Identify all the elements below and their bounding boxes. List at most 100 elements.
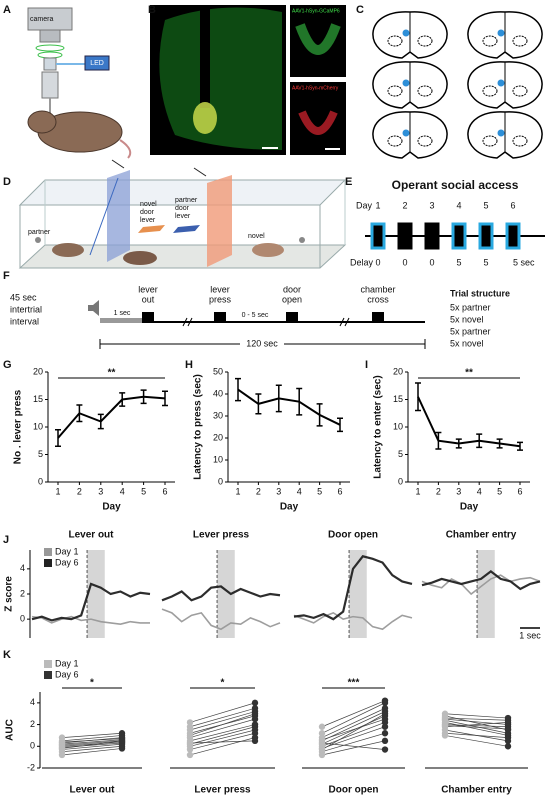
data-line	[237, 388, 341, 426]
x-tick-label: 1	[415, 486, 420, 496]
error-bar	[119, 392, 126, 407]
pair-line	[61, 742, 123, 748]
day-number: 6	[510, 200, 515, 210]
y-axis-label: AUC	[5, 719, 16, 741]
pair-line	[321, 732, 386, 753]
pair-line	[61, 738, 123, 743]
region	[417, 85, 433, 97]
structure-item: 5x novel	[450, 338, 484, 348]
pair-line	[61, 735, 123, 742]
legend-label: Day 1	[55, 658, 79, 668]
pair-line	[444, 725, 509, 730]
error-bar	[275, 384, 282, 413]
subject-dot	[118, 737, 126, 745]
x-axis-label: Day	[280, 502, 299, 513]
x-tick-label: 2	[256, 486, 261, 496]
event-label: lever	[138, 284, 158, 294]
histology-images	[150, 5, 346, 155]
pair-line	[189, 711, 256, 731]
significance-label: *	[221, 678, 225, 689]
subject-dot	[381, 710, 389, 717]
y-tick-label: 40	[213, 388, 223, 398]
cue-label: 1 sec	[114, 310, 131, 317]
subject-dot	[441, 714, 449, 722]
delay-value: 0	[429, 257, 434, 267]
x-tick-label: 5	[317, 486, 322, 496]
error-bar	[435, 431, 442, 450]
significance-label: ***	[348, 678, 360, 689]
error-bar	[455, 438, 462, 449]
event-marker	[214, 312, 226, 323]
event-label: cross	[367, 294, 389, 304]
subject-dot	[186, 739, 194, 747]
error-bar	[517, 441, 523, 451]
pair-line	[189, 732, 256, 750]
legend-label: Day 1	[55, 546, 79, 556]
x-tick-label: 5	[497, 486, 502, 496]
x-tick-label: 6	[162, 486, 167, 496]
y-axis-label: No . lever press	[13, 389, 24, 464]
event-label: open	[282, 294, 302, 304]
novel-label: novel	[248, 233, 265, 240]
event-label: lever	[210, 284, 230, 294]
event-label: out	[142, 294, 155, 304]
error-bar	[476, 433, 483, 449]
region	[417, 135, 433, 147]
led-label: LED	[90, 60, 104, 67]
y-tick-label: 0	[20, 614, 25, 624]
region	[512, 85, 528, 97]
delay-value: 0	[375, 257, 380, 267]
subject-dot	[318, 751, 326, 759]
event-marker	[286, 312, 298, 323]
subject-dot	[504, 717, 512, 724]
panel-title: Lever press	[194, 785, 251, 796]
green-construct-label: AAV1-hSyn-GCaMP6	[292, 8, 340, 14]
delay-value: 5	[456, 257, 461, 267]
session-box	[478, 222, 494, 250]
day-number: 2	[402, 200, 407, 210]
subject-dot	[381, 699, 389, 707]
pair-line	[61, 739, 123, 745]
panel-label: G	[3, 359, 12, 371]
region	[387, 35, 403, 47]
legend-swatch	[44, 548, 52, 556]
subject-dot	[186, 732, 194, 739]
error-bar	[316, 403, 323, 427]
y-tick-label: 0	[218, 476, 223, 486]
error-bar	[255, 393, 262, 415]
pair-line	[189, 702, 256, 723]
event-window	[87, 550, 105, 638]
y-axis-label: Latency to press (sec)	[193, 374, 204, 480]
pair-line	[321, 700, 386, 728]
x-tick-label: 1	[235, 486, 240, 496]
red-construct-label: AAV1-hSyn-mCherry	[292, 85, 339, 91]
subject-dot	[381, 715, 389, 723]
pair-line	[321, 713, 386, 750]
panel-label: K	[3, 649, 11, 661]
panel-title: Chamber entry	[441, 785, 512, 796]
region	[512, 35, 528, 47]
x-tick-label: 6	[337, 486, 342, 496]
region	[417, 35, 433, 47]
subject-dot	[186, 746, 194, 753]
iti-label: 45 sec	[10, 292, 37, 302]
brain-sections	[372, 11, 543, 159]
scale-label: 1 sec	[519, 630, 541, 640]
novel-lever-label: lever	[140, 217, 156, 224]
y-tick-label: 0	[398, 476, 403, 486]
pair-line	[321, 715, 386, 745]
subject-dot	[58, 738, 66, 746]
session-box	[451, 222, 467, 250]
structure-item: 5x partner	[450, 302, 491, 312]
pair-line	[61, 741, 123, 747]
y-tick-label: 15	[33, 394, 43, 404]
trace	[293, 555, 413, 621]
error-bar	[296, 387, 303, 416]
panel-label: J	[3, 534, 9, 546]
panel-label: C	[356, 4, 364, 16]
panel-label: F	[3, 270, 10, 282]
pair-line	[321, 740, 386, 756]
fiber-site	[402, 129, 410, 137]
subject-dot	[441, 722, 449, 729]
event-label: press	[209, 294, 232, 304]
